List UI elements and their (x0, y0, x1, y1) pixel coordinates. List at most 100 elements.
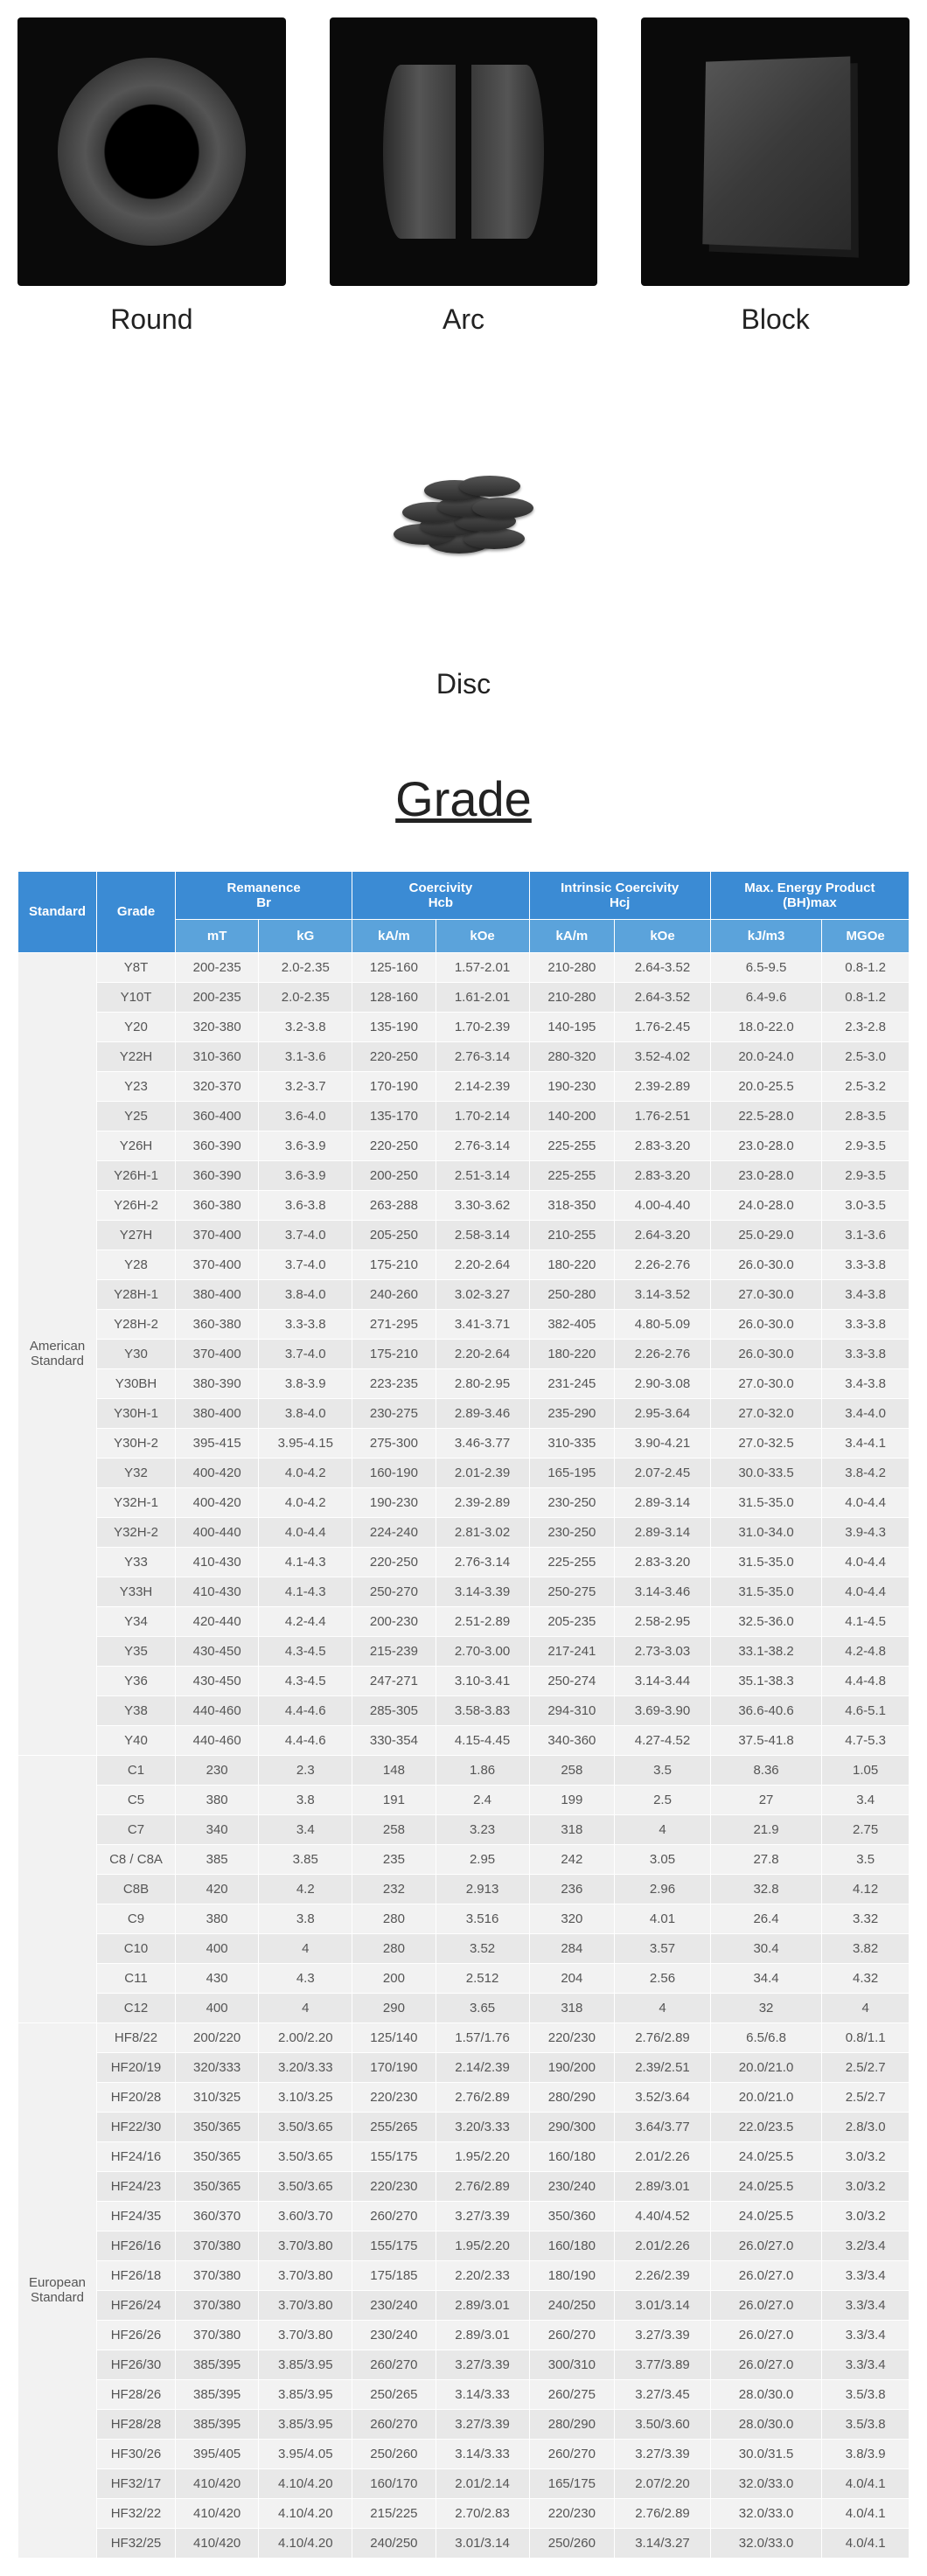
value-cell: 2.89-3.14 (615, 1517, 711, 1547)
value-cell: 4.4-4.6 (259, 1695, 352, 1725)
value-cell: 2.5-3.0 (822, 1041, 910, 1071)
value-cell: 2.89-3.14 (615, 1487, 711, 1517)
value-cell: 200/220 (176, 2023, 259, 2052)
value-cell: 20.0-25.5 (710, 1071, 821, 1101)
value-cell: 6.5-9.5 (710, 952, 821, 982)
value-cell: 3.3/3.4 (822, 2290, 910, 2320)
table-row: American StandardY8T200-2352.0-2.35125-1… (18, 952, 910, 982)
value-cell: 370-400 (176, 1220, 259, 1250)
value-cell: 190/200 (529, 2052, 615, 2082)
value-cell: 32.5-36.0 (710, 1606, 821, 1636)
th-kam1: kA/m (352, 919, 436, 952)
value-cell: 27.0-32.5 (710, 1428, 821, 1458)
value-cell: 380-400 (176, 1279, 259, 1309)
value-cell: 4.40/4.52 (615, 2201, 711, 2231)
value-cell: 31.5-35.0 (710, 1487, 821, 1517)
value-cell: 230-275 (352, 1398, 436, 1428)
value-cell: 35.1-38.3 (710, 1666, 821, 1695)
value-cell: 2.01/2.14 (436, 2468, 529, 2498)
value-cell: 385/395 (176, 2350, 259, 2379)
value-cell: 2.80-2.95 (436, 1368, 529, 1398)
value-cell: 2.70/2.83 (436, 2498, 529, 2528)
value-cell: 310/325 (176, 2082, 259, 2112)
value-cell: 230/240 (352, 2290, 436, 2320)
value-cell: 260/270 (352, 2409, 436, 2439)
value-cell: 2.75 (822, 1814, 910, 1844)
value-cell: 385/395 (176, 2379, 259, 2409)
value-cell: 28.0/30.0 (710, 2409, 821, 2439)
value-cell: 155/175 (352, 2141, 436, 2171)
th-kam2: kA/m (529, 919, 615, 952)
grade-cell: Y36 (97, 1666, 176, 1695)
value-cell: 4 (615, 1814, 711, 1844)
table-row: C53803.81912.41992.5273.4 (18, 1785, 910, 1814)
value-cell: 3.50/3.65 (259, 2171, 352, 2201)
value-cell: 224-240 (352, 1517, 436, 1547)
value-cell: 247-271 (352, 1666, 436, 1695)
value-cell: 2.58-2.95 (615, 1606, 711, 1636)
value-cell: 255/265 (352, 2112, 436, 2141)
value-cell: 3.70/3.80 (259, 2231, 352, 2260)
value-cell: 2.07-2.45 (615, 1458, 711, 1487)
value-cell: 165-195 (529, 1458, 615, 1487)
value-cell: 3.2-3.8 (259, 1012, 352, 1041)
value-cell: 2.76-3.14 (436, 1547, 529, 1577)
value-cell: 26.4 (710, 1904, 821, 1933)
value-cell: 1.70-2.39 (436, 1012, 529, 1041)
value-cell: 3.4-4.0 (822, 1398, 910, 1428)
value-cell: 2.5/2.7 (822, 2052, 910, 2082)
value-cell: 360-390 (176, 1160, 259, 1190)
grade-cell: HF26/16 (97, 2231, 176, 2260)
value-cell: 385/395 (176, 2409, 259, 2439)
value-cell: 3.14-3.46 (615, 1577, 711, 1606)
value-cell: 140-195 (529, 1012, 615, 1041)
value-cell: 250/265 (352, 2379, 436, 2409)
value-cell: 3.20/3.33 (259, 2052, 352, 2082)
value-cell: 3.95/4.05 (259, 2439, 352, 2468)
value-cell: 300/310 (529, 2350, 615, 2379)
value-cell: 360-380 (176, 1309, 259, 1339)
value-cell: 3.2-3.7 (259, 1071, 352, 1101)
value-cell: 2.3-2.8 (822, 1012, 910, 1041)
table-row: Y30BH380-3903.8-3.9223-2352.80-2.95231-2… (18, 1368, 910, 1398)
value-cell: 360-390 (176, 1131, 259, 1160)
table-row: Y28370-4003.7-4.0175-2102.20-2.64180-220… (18, 1250, 910, 1279)
value-cell: 20.0/21.0 (710, 2082, 821, 2112)
grade-cell: C10 (97, 1933, 176, 1963)
grade-cell: HF26/18 (97, 2260, 176, 2290)
value-cell: 350/365 (176, 2112, 259, 2141)
table-row: HF26/16370/3803.70/3.80155/1751.95/2.201… (18, 2231, 910, 2260)
value-cell: 20.0-24.0 (710, 1041, 821, 1071)
value-cell: 250-275 (529, 1577, 615, 1606)
value-cell: 320/333 (176, 2052, 259, 2082)
value-cell: 400-440 (176, 1517, 259, 1547)
value-cell: 395/405 (176, 2439, 259, 2468)
value-cell: 440-460 (176, 1695, 259, 1725)
value-cell: 4.0/4.1 (822, 2498, 910, 2528)
value-cell: 2.89/3.01 (436, 2320, 529, 2350)
value-cell: 18.0-22.0 (710, 1012, 821, 1041)
value-cell: 2.64-3.20 (615, 1220, 711, 1250)
value-cell: 225-255 (529, 1160, 615, 1190)
table-row: C73403.42583.23318421.92.75 (18, 1814, 910, 1844)
value-cell: 3.27/3.39 (436, 2409, 529, 2439)
value-cell: 4.0-4.2 (259, 1458, 352, 1487)
value-cell: 250-280 (529, 1279, 615, 1309)
table-row: C93803.82803.5163204.0126.43.32 (18, 1904, 910, 1933)
value-cell: 3.6-3.9 (259, 1160, 352, 1190)
grade-cell: Y22H (97, 1041, 176, 1071)
value-cell: 430-450 (176, 1636, 259, 1666)
value-cell: 2.01/2.26 (615, 2141, 711, 2171)
value-cell: 260/270 (529, 2439, 615, 2468)
th-mgoe: MGOe (822, 919, 910, 952)
value-cell: 3.85 (259, 1844, 352, 1874)
table-row: Y35430-4504.3-4.5215-2392.70-3.00217-241… (18, 1636, 910, 1666)
value-cell: 24.0/25.5 (710, 2171, 821, 2201)
value-cell: 3.82 (822, 1933, 910, 1963)
value-cell: 3.0/3.2 (822, 2141, 910, 2171)
value-cell: 2.76-3.14 (436, 1041, 529, 1071)
value-cell: 3.14/3.27 (615, 2528, 711, 2558)
value-cell: 290 (352, 1993, 436, 2023)
value-cell: 4.1-4.5 (822, 1606, 910, 1636)
table-row: HF22/30350/3653.50/3.65255/2653.20/3.332… (18, 2112, 910, 2141)
